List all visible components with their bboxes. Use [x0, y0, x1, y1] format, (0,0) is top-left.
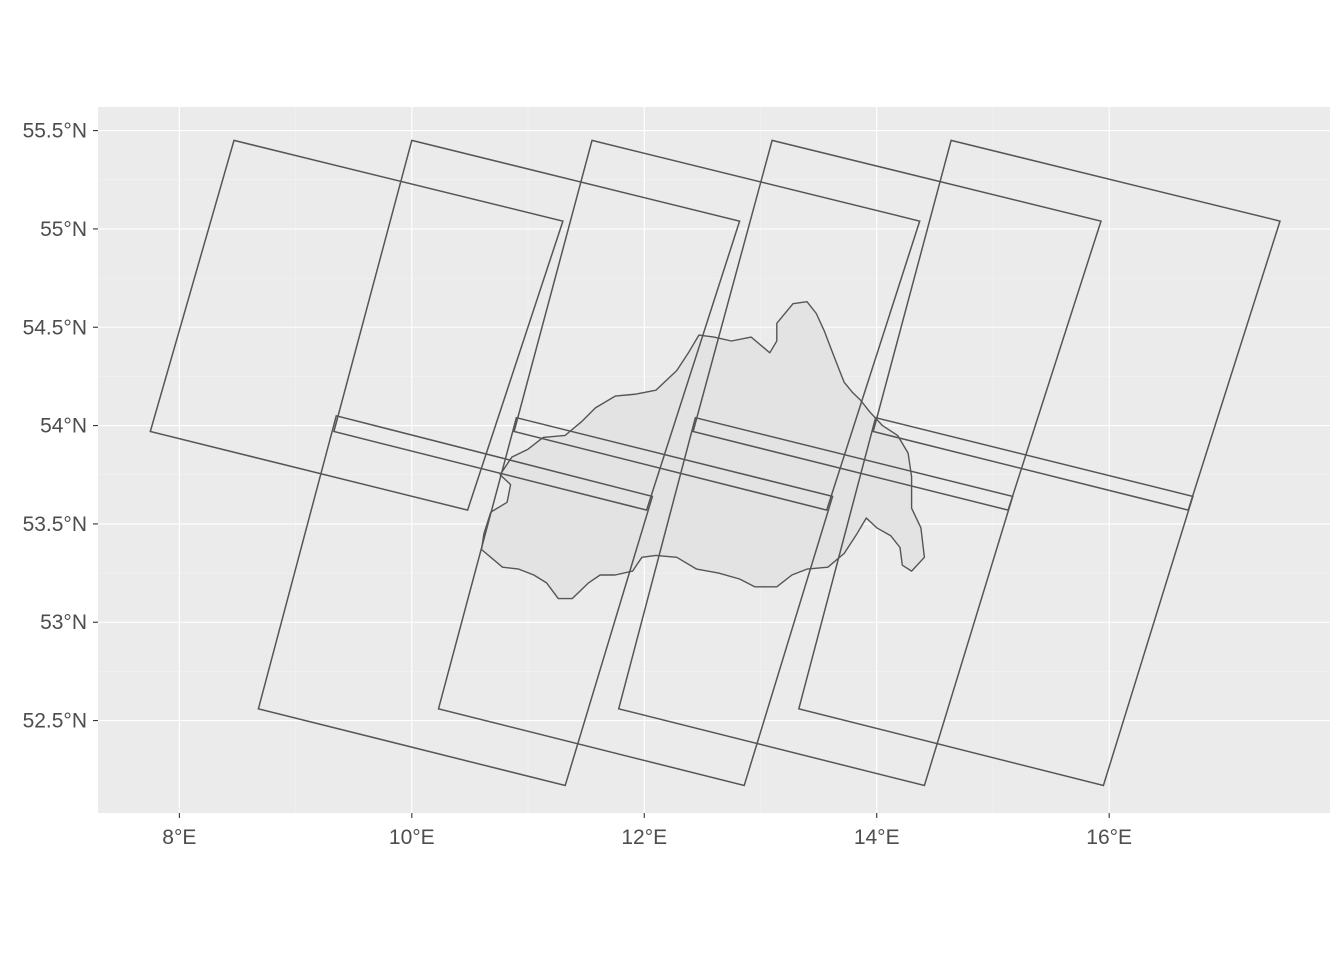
y-tick-label: 55.5°N — [23, 120, 87, 143]
tile-footprints — [149, 139, 1281, 787]
tile-footprint — [617, 416, 1014, 787]
y-tick-label: 54°N — [40, 415, 87, 438]
x-tick-label: 16°E — [1086, 826, 1132, 849]
region-outline — [480, 301, 926, 600]
tile-footprint — [797, 416, 1194, 787]
y-tick-label: 52.5°N — [23, 710, 87, 733]
x-tick-label: 8°E — [162, 826, 196, 849]
grid-lines — [98, 107, 1330, 813]
tile-footprint — [513, 139, 921, 511]
y-tick-label: 53°N — [40, 611, 87, 634]
tile-footprint — [332, 139, 741, 511]
region-layer — [480, 301, 926, 600]
y-tick-label: 54.5°N — [23, 316, 87, 339]
y-tick-label: 55°N — [40, 218, 87, 241]
tile-footprint — [257, 414, 654, 787]
y-tick-label: 53.5°N — [23, 513, 87, 536]
axes: 8°E 10°E 12°E 14°E 16°E 52.5°N 53°N 53.5°N 54°N 5… — [23, 120, 1132, 849]
x-tick-label: 14°E — [854, 826, 900, 849]
x-tick-label: 10°E — [389, 826, 435, 849]
tile-footprint — [149, 139, 564, 511]
x-tick-label: 12°E — [621, 826, 667, 849]
tile-footprint — [437, 416, 834, 787]
